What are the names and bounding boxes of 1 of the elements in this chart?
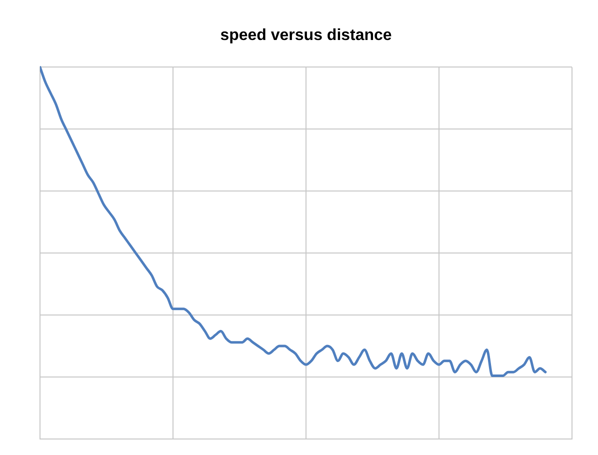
chart-title: speed versus distance [220,27,392,44]
